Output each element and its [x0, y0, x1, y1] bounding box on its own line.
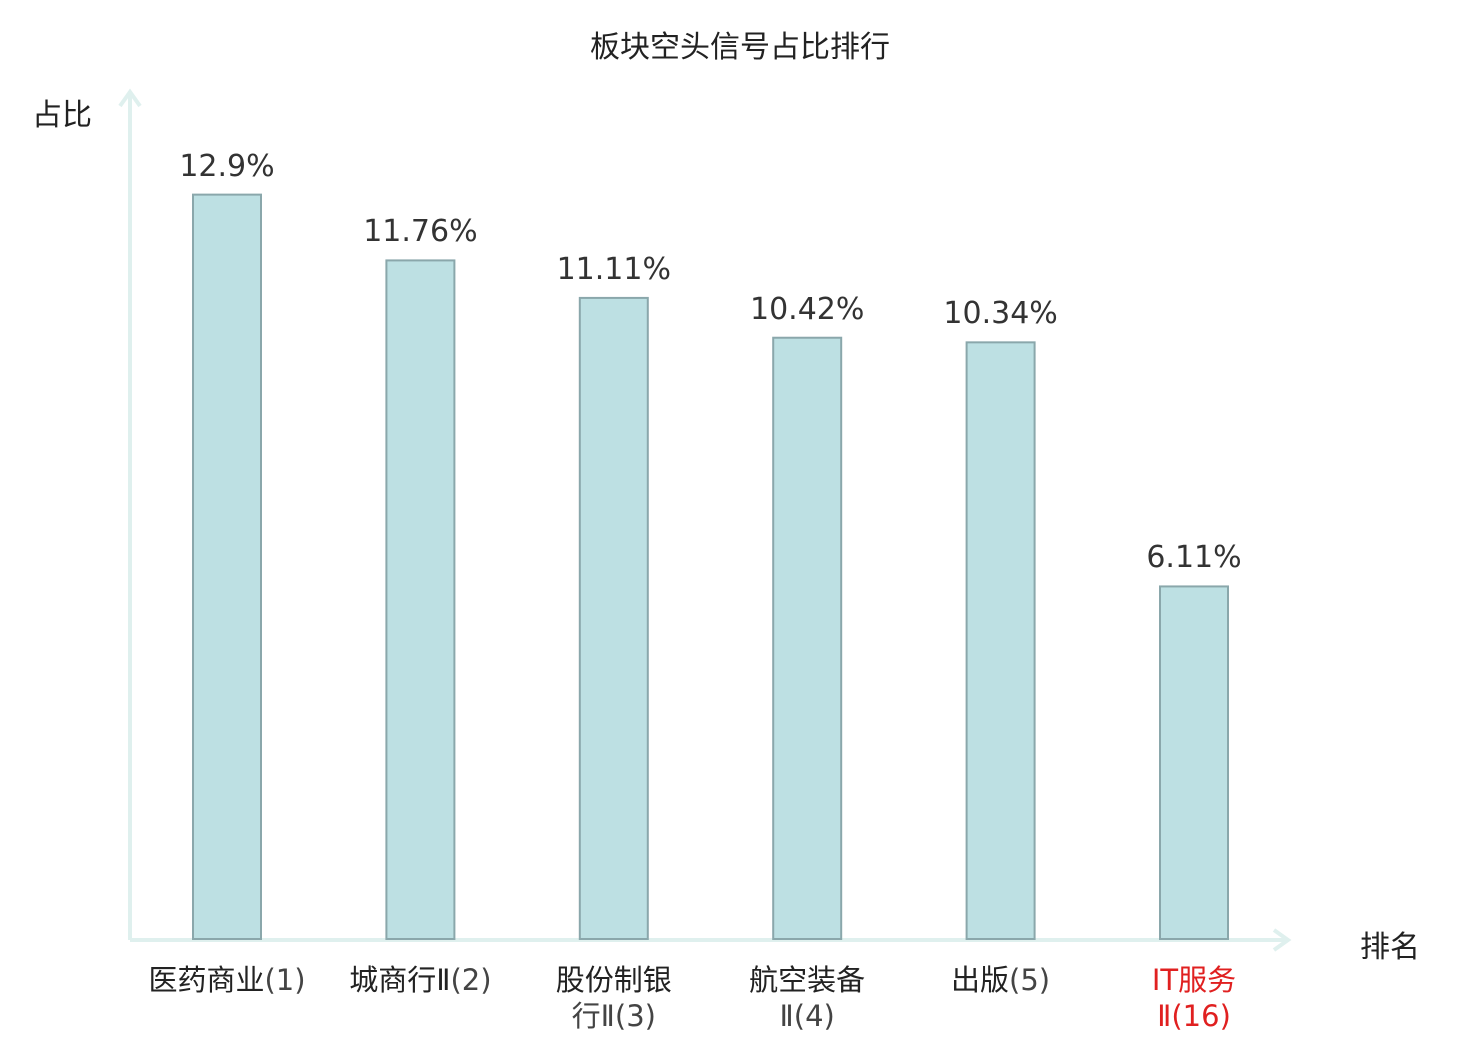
data-label: 10.42% — [749, 291, 865, 327]
bar — [772, 336, 843, 940]
data-label: 11.11% — [556, 251, 671, 287]
category-label-line2: (5) — [1009, 963, 1051, 997]
bar — [192, 193, 262, 941]
category-label-line1: 航空装备 — [749, 963, 866, 997]
category-label-line1: 股份制银 — [555, 963, 672, 997]
category-tick-label: 出版(5) — [901, 962, 1101, 998]
chart-title: 板块空头信号占比排行 — [590, 30, 890, 65]
category-tick-label: IT服务 Ⅱ(16) — [1094, 962, 1294, 1034]
category-tick-label: 股份制银 行Ⅱ(3) — [514, 962, 714, 1034]
category-tick-label: 航空装备 Ⅱ(4) — [707, 962, 907, 1034]
x-axis-arrow-icon — [1272, 928, 1292, 952]
category-label-line2: Ⅱ(4) — [779, 999, 835, 1033]
category-tick-label: 城商行Ⅱ(2) — [320, 962, 520, 998]
data-label: 12.9% — [179, 148, 275, 184]
category-label-line2: 行Ⅱ(3) — [571, 999, 656, 1033]
category-label-line1: 医药商业 — [148, 963, 265, 997]
data-label: 10.34% — [943, 296, 1058, 332]
category-label-line2: (2) — [450, 963, 492, 997]
bars — [192, 193, 1229, 941]
category-label-line1: 城商行Ⅱ — [349, 963, 451, 997]
category-label-line1: IT服务 — [1151, 963, 1237, 997]
bar — [385, 259, 456, 941]
bar — [578, 296, 649, 940]
y-axis-label: 占比 — [32, 98, 92, 133]
category-label-line2: Ⅱ(16) — [1157, 999, 1231, 1033]
data-label: 11.76% — [363, 214, 478, 250]
category-label-line1: 出版 — [951, 963, 1010, 997]
category-label-line2: (1) — [264, 963, 306, 997]
bar — [1159, 585, 1229, 940]
bar — [965, 341, 1036, 940]
data-label: 6.11% — [1146, 540, 1242, 576]
axes — [118, 88, 1292, 952]
y-axis-arrow-icon — [118, 88, 142, 108]
category-tick-label: 医药商业(1) — [127, 962, 327, 998]
x-axis-label: 排名 — [1360, 930, 1420, 965]
